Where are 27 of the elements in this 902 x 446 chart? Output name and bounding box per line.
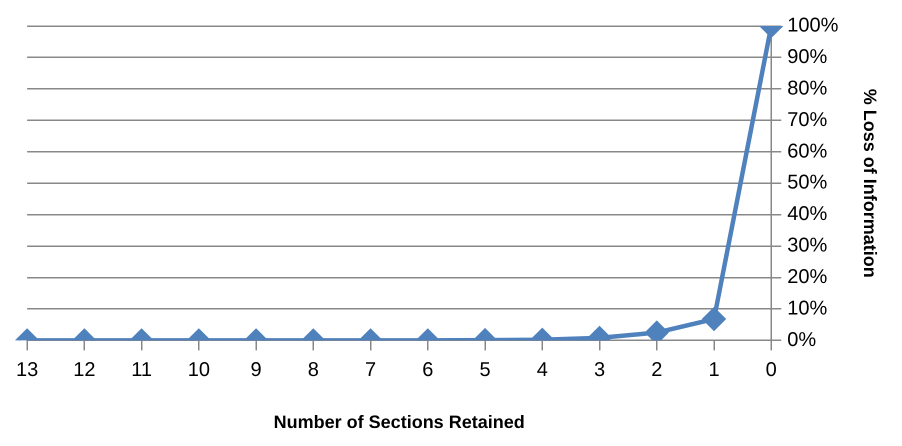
y-tick-label: 60% [787, 140, 828, 162]
x-tick-label: 7 [365, 358, 376, 381]
y-tick-label: 50% [787, 172, 828, 194]
x-tick-label: 6 [422, 358, 434, 381]
y-axis-title: % Loss of Information [860, 88, 880, 278]
x-axis-title: Number of Sections Retained [274, 412, 525, 432]
x-tick-label: 10 [188, 358, 210, 381]
x-tick-label: 2 [651, 358, 662, 381]
y-tick-label: 80% [787, 77, 828, 100]
y-tick-label: 40% [787, 203, 828, 226]
y-tick-label: 10% [787, 297, 828, 320]
y-tick-label: 20% [787, 266, 828, 288]
x-tick-label: 1 [708, 358, 720, 381]
x-tick-label: 9 [250, 358, 262, 381]
y-tick-label: 30% [787, 234, 828, 257]
x-tick-label: 3 [594, 358, 606, 381]
y-tick-label: 0% [787, 328, 816, 351]
x-tick-label: 4 [536, 358, 548, 381]
x-tick-label: 8 [308, 358, 319, 381]
y-tick-label: 90% [787, 46, 828, 68]
y-tick-label: 100% [787, 14, 839, 37]
x-tick-label: 12 [73, 358, 96, 381]
x-tick-label: 5 [479, 358, 491, 381]
x-tick-label: 0 [766, 358, 777, 381]
x-tick-label: 13 [16, 358, 38, 381]
x-tick-label: 11 [131, 358, 152, 381]
y-tick-label: 70% [787, 108, 828, 131]
